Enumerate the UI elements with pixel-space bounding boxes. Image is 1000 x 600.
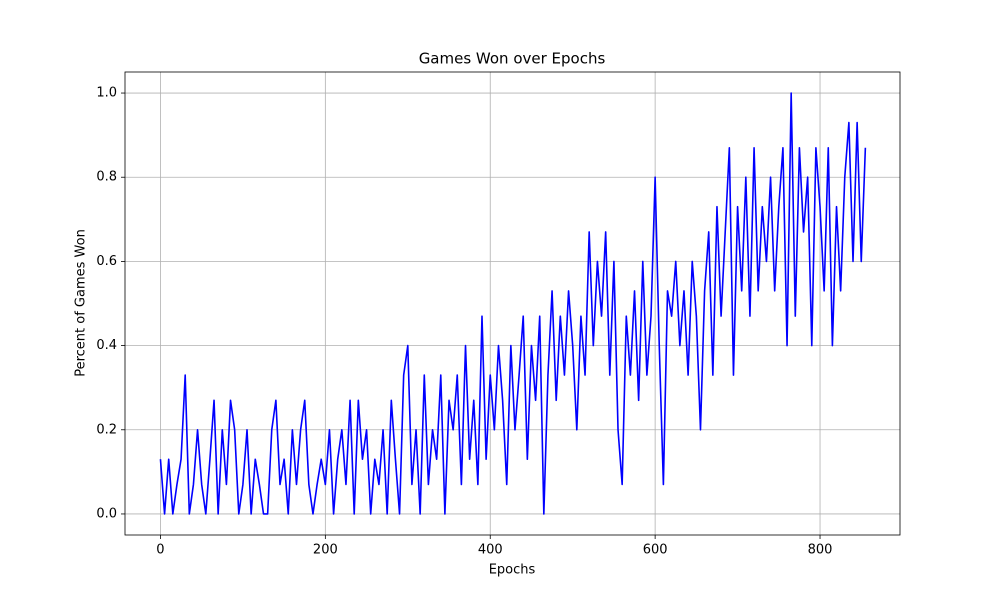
axes-frame <box>124 71 901 536</box>
y-tick-label: 1.0 <box>96 86 117 101</box>
plot <box>159 92 867 515</box>
x-tick-label: 600 <box>643 543 668 558</box>
x-tick-label: 200 <box>313 543 338 558</box>
x-axis-label: Epochs <box>489 563 536 578</box>
y-tick-label: 0.6 <box>96 254 117 269</box>
x-tick-label: 0 <box>156 543 164 558</box>
chart-title: Games Won over Epochs <box>419 50 606 68</box>
data-line <box>159 92 867 515</box>
y-tick-label: 0.2 <box>96 422 117 437</box>
y-tick-label: 0.4 <box>96 338 117 353</box>
y-tick-label: 0.0 <box>96 506 117 521</box>
y-axis-label: Percent of Games Won <box>74 229 89 377</box>
y-tick-label: 0.8 <box>96 170 117 185</box>
x-tick-label: 400 <box>478 543 503 558</box>
x-tick-label: 800 <box>808 543 833 558</box>
